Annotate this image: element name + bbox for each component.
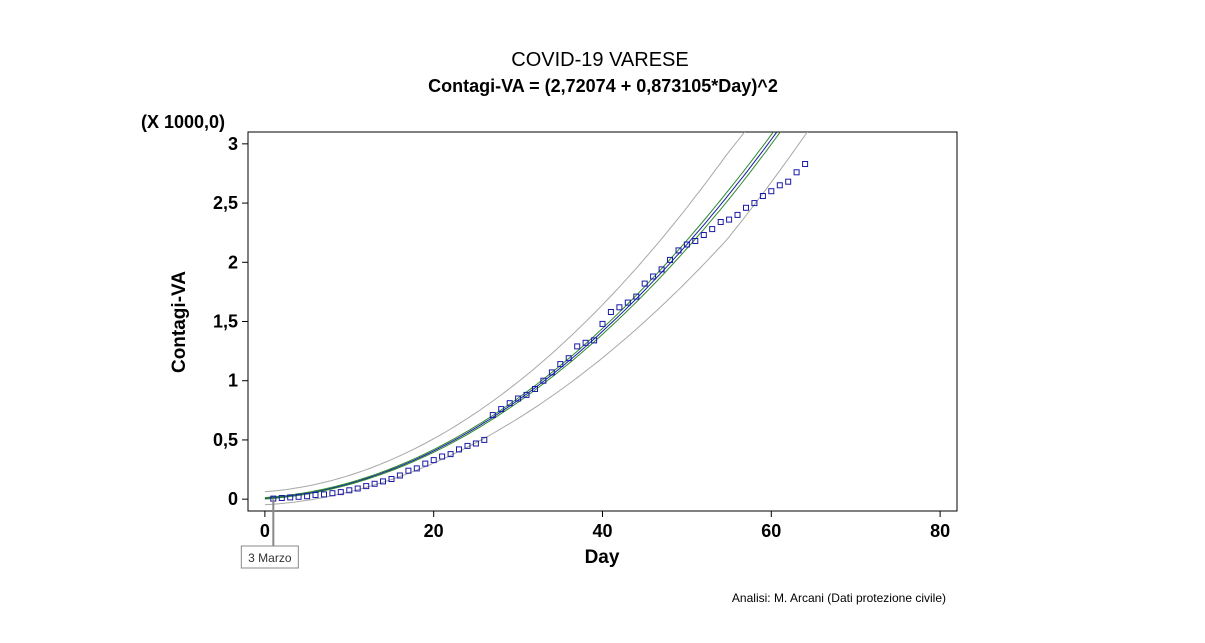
y-tick-label: 3 [228, 134, 238, 154]
data-point [574, 343, 581, 350]
data-point [641, 280, 648, 287]
data-point [557, 361, 564, 368]
data-point [650, 273, 657, 280]
data-point [759, 193, 766, 199]
data-points-layer [270, 161, 809, 502]
y-tick-label: 0,5 [213, 430, 238, 450]
data-point [548, 369, 555, 376]
x-tick-label: 40 [592, 521, 612, 541]
data-point [658, 266, 665, 273]
data-point [413, 465, 420, 472]
data-point [607, 309, 614, 315]
data-point [464, 442, 471, 449]
data-point [422, 460, 429, 467]
data-point [304, 493, 311, 500]
data-point [371, 480, 378, 487]
prediction-lower-curve [264, 132, 808, 506]
data-point [363, 483, 370, 490]
data-point [785, 178, 792, 185]
data-point [692, 238, 699, 244]
data-point [380, 478, 386, 485]
data-point [726, 216, 733, 223]
y-tick-label: 0 [228, 489, 238, 509]
data-point [295, 493, 302, 500]
data-point [709, 226, 716, 233]
data-point [540, 377, 547, 384]
confidence-upper-curve [264, 132, 774, 499]
data-point [430, 457, 437, 464]
y-scale-note: (X 1000,0) [141, 112, 225, 132]
data-point [312, 492, 319, 498]
data-point [717, 219, 724, 225]
annotation-box [240, 545, 299, 569]
data-point [768, 188, 775, 195]
x-axis-label: Day [585, 547, 620, 568]
data-point [633, 293, 640, 300]
data-point [565, 355, 572, 362]
x-tick-label: 20 [424, 521, 444, 541]
chart-subtitle: Contagi-VA = (2,72074 + 0,873105*Day)^2 [428, 76, 778, 96]
data-point [515, 395, 522, 402]
data-point [591, 337, 598, 344]
data-point [337, 489, 344, 496]
annotation-text: 3 Marzo [248, 551, 292, 565]
data-point [481, 436, 488, 443]
y-axis-ticks: 0 0,5 1 1,5 2 2,5 3 [213, 134, 248, 509]
y-tick-label: 2,5 [213, 193, 238, 213]
y-axis-label: Contagi-VA [169, 271, 190, 373]
y-tick-label: 1 [228, 371, 238, 391]
data-point [447, 451, 454, 458]
data-point [498, 406, 505, 413]
data-point [616, 304, 623, 311]
data-point [396, 472, 403, 479]
x-tick-label: 80 [930, 521, 950, 541]
data-point [582, 339, 589, 346]
fit-curve [264, 132, 778, 499]
x-tick-label: 60 [761, 521, 781, 541]
data-point [624, 299, 631, 306]
data-point [346, 487, 353, 494]
data-point [802, 161, 809, 167]
data-point [405, 467, 412, 474]
data-point [278, 495, 285, 501]
data-point [472, 440, 479, 447]
data-point [532, 386, 538, 392]
data-point [700, 232, 707, 238]
data-point [675, 247, 682, 254]
data-point [388, 476, 395, 482]
data-point [776, 182, 783, 189]
chart-title: COVID-19 VARESE [511, 49, 688, 71]
data-point [329, 490, 336, 497]
data-point [439, 453, 446, 460]
data-point [683, 241, 690, 248]
confidence-lower-curve [264, 132, 781, 500]
y-tick-label: 2 [228, 252, 238, 272]
data-point [489, 412, 496, 419]
data-point [667, 256, 673, 263]
data-point [287, 494, 294, 501]
data-point [751, 200, 758, 207]
annotation-layer: 3 Marzo [240, 499, 299, 569]
data-point [734, 211, 741, 218]
data-point [793, 169, 800, 176]
data-point [354, 485, 361, 492]
x-tick-label: 0 [260, 521, 270, 541]
data-point [599, 320, 606, 327]
credit-text: Analisi: M. Arcani (Dati protezione civi… [732, 591, 946, 605]
data-point [321, 491, 327, 498]
x-axis-ticks: 0 20 40 60 80 [260, 511, 950, 541]
prediction-upper-curve [264, 132, 746, 493]
data-point [523, 391, 530, 398]
data-point [743, 204, 749, 211]
data-point [456, 446, 462, 453]
data-point [506, 400, 513, 407]
y-tick-label: 1,5 [213, 312, 238, 332]
